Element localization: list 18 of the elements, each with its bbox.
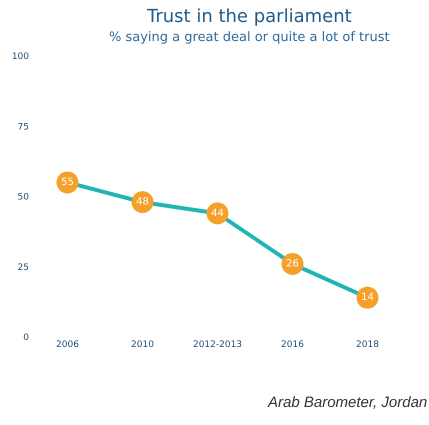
y-tick-label: 0 xyxy=(23,333,30,344)
x-tick-label: 2018 xyxy=(356,340,380,350)
x-tick-label: 2010 xyxy=(131,340,154,350)
data-label: 44 xyxy=(211,208,224,219)
y-tick-label: 50 xyxy=(18,192,30,203)
text: Arab Barometer, Jordan xyxy=(267,394,428,411)
x-tick-label: 2006 xyxy=(56,340,80,350)
x-tick-label: 2016 xyxy=(281,340,304,350)
y-tick-label: 25 xyxy=(18,262,29,273)
x-tick-label: 2012-2013 xyxy=(192,340,242,350)
data-label: 48 xyxy=(136,196,149,208)
chart-subtitle: % saying a great deal or quite a lot of trust xyxy=(109,30,390,45)
data-label: 14 xyxy=(361,292,374,304)
chart-title: Trust in the parliament xyxy=(146,6,352,27)
data-label: 26 xyxy=(286,258,299,270)
y-tick-label: 100 xyxy=(12,52,30,62)
data-label: 55 xyxy=(61,176,74,188)
y-tick-label: 75 xyxy=(18,122,29,132)
